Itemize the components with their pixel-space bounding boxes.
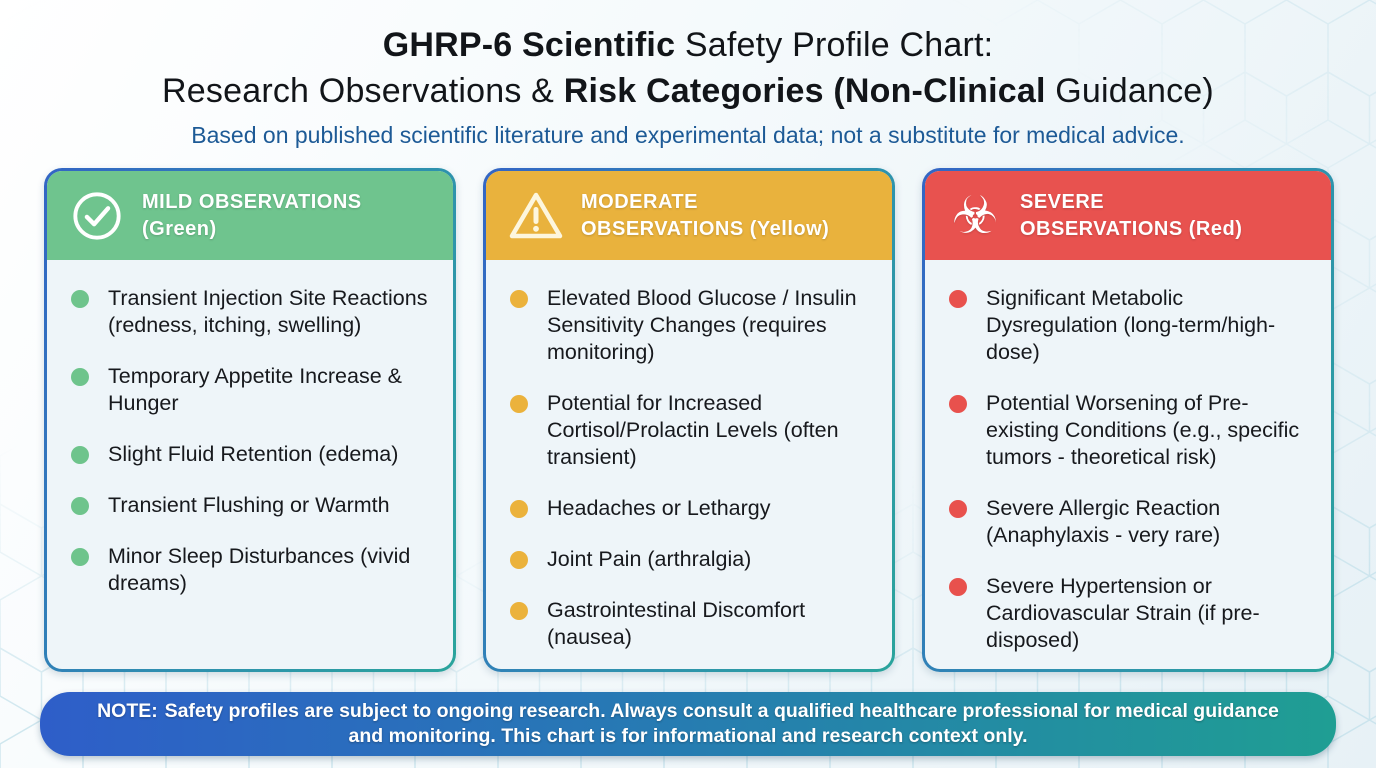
bullet-dot — [510, 551, 528, 569]
moderate-header-title: MODERATE OBSERVATIONS (Yellow) — [581, 190, 830, 240]
list-item: Gastrointestinal Discomfort (nausea) — [510, 597, 874, 651]
title-block: GHRP-6 Scientific Safety Profile Chart: … — [0, 22, 1376, 149]
bullet-dot — [71, 497, 89, 515]
note-label: NOTE: — [97, 700, 158, 722]
bullet-dot — [71, 446, 89, 464]
bullet-dot — [949, 578, 967, 596]
severe-header-title: SEVERE OBSERVATIONS (Red) — [1020, 190, 1243, 240]
severe-card: ☣ SEVERE OBSERVATIONS (Red) Significant … — [922, 168, 1334, 672]
list-item: Headaches or Lethargy — [510, 495, 874, 522]
list-item: Transient Injection Site Reactions (redn… — [71, 285, 435, 339]
bullet-dot — [949, 395, 967, 413]
title-bold-segment: GHRP-6 Scientific — [382, 26, 676, 64]
list-item: Potential Worsening of Pre-existing Cond… — [949, 390, 1313, 471]
bullet-dot — [71, 368, 89, 386]
note-text: NOTE: Safety profiles are subject to ongo… — [97, 700, 1279, 747]
severe-observations-list: Significant Metabolic Dysregulation (lon… — [925, 260, 1331, 669]
bullet-dot — [510, 290, 528, 308]
biohazard-icon: ☣ — [951, 186, 999, 245]
cards-row: MILD OBSERVATIONS (Green) Transient Inje… — [44, 168, 1334, 672]
check-circle-icon — [69, 188, 125, 244]
list-item: Elevated Blood Glucose / Insulin Sensiti… — [510, 285, 874, 366]
list-item: Severe Hypertension or Cardiovascular St… — [949, 573, 1313, 654]
title-regular-segment: Research Observations & — [162, 72, 564, 110]
mild-header-title: MILD OBSERVATIONS (Green) — [142, 190, 362, 240]
mild-observations-list: Transient Injection Site Reactions (redn… — [47, 260, 453, 615]
title-line-1: GHRP-6 Scientific Safety Profile Chart: — [0, 22, 1376, 68]
warning-triangle-icon — [508, 188, 564, 244]
moderate-observations-list: Elevated Blood Glucose / Insulin Sensiti… — [486, 260, 892, 669]
bullet-dot — [71, 290, 89, 308]
note-banner: NOTE: Safety profiles are subject to ongo… — [40, 692, 1336, 756]
list-item: Potential for Increased Cortisol/Prolact… — [510, 390, 874, 471]
bullet-dot — [949, 500, 967, 518]
bullet-dot — [510, 602, 528, 620]
list-item: Transient Flushing or Warmth — [71, 492, 435, 519]
bullet-dot — [510, 500, 528, 518]
subtitle: Based on published scientific literature… — [191, 122, 1185, 148]
page-title: GHRP-6 Scientific Safety Profile Chart: … — [0, 22, 1376, 114]
bullet-dot — [949, 290, 967, 308]
list-item: Severe Allergic Reaction (Anaphylaxis - … — [949, 495, 1313, 549]
title-regular-segment: Safety Profile Chart: — [675, 26, 994, 64]
list-item: Slight Fluid Retention (edema) — [71, 441, 435, 468]
moderate-card-header: MODERATE OBSERVATIONS (Yellow) — [486, 171, 892, 260]
moderate-card: MODERATE OBSERVATIONS (Yellow) Elevated … — [483, 168, 895, 672]
mild-card: MILD OBSERVATIONS (Green) Transient Inje… — [44, 168, 456, 672]
title-line-2: Research Observations & Risk Categories … — [0, 68, 1376, 114]
severe-card-header: ☣ SEVERE OBSERVATIONS (Red) — [925, 171, 1331, 260]
list-item: Significant Metabolic Dysregulation (lon… — [949, 285, 1313, 366]
title-bold-segment: Risk Categories (Non-Clinical — [563, 72, 1046, 110]
list-item: Temporary Appetite Increase & Hunger — [71, 363, 435, 417]
list-item: Joint Pain (arthralgia) — [510, 546, 874, 573]
list-item: Minor Sleep Disturbances (vivid dreams) — [71, 543, 435, 597]
mild-card-header: MILD OBSERVATIONS (Green) — [47, 171, 453, 260]
bullet-dot — [510, 395, 528, 413]
title-regular-segment: Guidance) — [1045, 72, 1214, 110]
bullet-dot — [71, 548, 89, 566]
